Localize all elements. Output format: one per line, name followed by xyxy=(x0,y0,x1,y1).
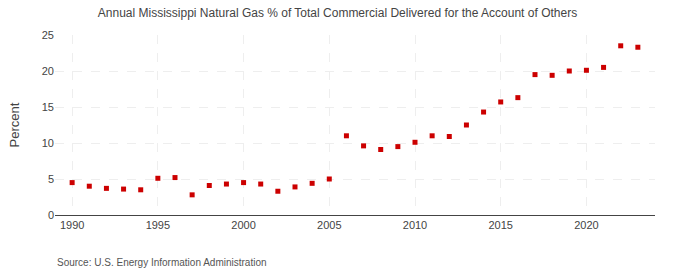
svg-text:2010: 2010 xyxy=(403,219,427,231)
svg-text:2020: 2020 xyxy=(574,219,598,231)
svg-text:1990: 1990 xyxy=(60,219,84,231)
svg-text:10: 10 xyxy=(42,137,54,149)
svg-text:0: 0 xyxy=(48,209,54,221)
svg-text:2005: 2005 xyxy=(317,219,341,231)
svg-text:5: 5 xyxy=(48,173,54,185)
svg-text:Source: U.S. Energy Informatio: Source: U.S. Energy Information Administ… xyxy=(57,257,267,268)
svg-text:25: 25 xyxy=(42,29,54,41)
svg-text:2015: 2015 xyxy=(488,219,512,231)
svg-text:2000: 2000 xyxy=(231,219,255,231)
svg-text:1995: 1995 xyxy=(146,219,170,231)
svg-text:20: 20 xyxy=(42,65,54,77)
svg-text:15: 15 xyxy=(42,101,54,113)
svg-text:Percent: Percent xyxy=(7,102,22,147)
svg-text:Annual Mississippi Natural Gas: Annual Mississippi Natural Gas % of Tota… xyxy=(98,6,577,20)
